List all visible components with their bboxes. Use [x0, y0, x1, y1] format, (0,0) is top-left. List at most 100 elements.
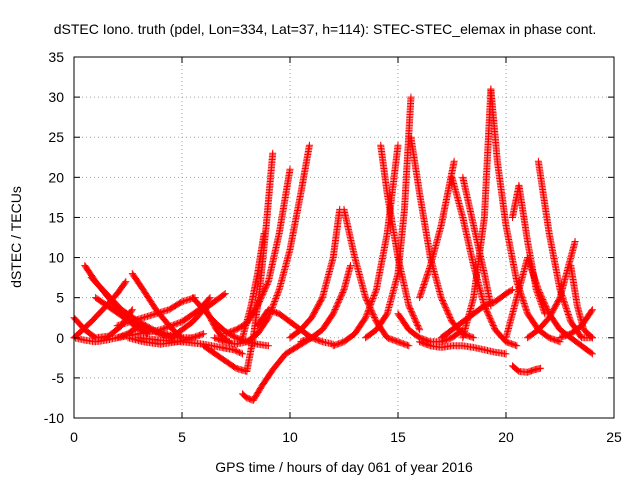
data-point-marker — [272, 293, 280, 301]
data-point-marker — [555, 337, 563, 345]
series — [238, 229, 268, 342]
data-point-marker — [233, 347, 241, 355]
series — [416, 338, 510, 358]
data-point-marker — [533, 287, 541, 295]
data-point-marker — [571, 238, 579, 246]
data-point-marker — [164, 323, 172, 331]
data-point-marker — [230, 346, 238, 354]
data-point-marker — [507, 286, 515, 294]
data-point-marker — [415, 324, 423, 332]
y-axis-label: dSTEC / TECUs — [8, 186, 24, 288]
data-point-marker — [260, 229, 268, 237]
x-tick-label: 5 — [178, 429, 186, 445]
data-point-marker — [161, 324, 169, 332]
data-point-marker — [172, 320, 180, 328]
data-point-marker — [236, 348, 244, 356]
data-point-marker — [394, 141, 402, 149]
y-tick-label: 15 — [48, 209, 64, 225]
data-point-marker — [416, 326, 424, 334]
data-point-marker — [533, 289, 541, 297]
data-point-marker — [587, 333, 595, 341]
data-point-marker — [362, 314, 370, 322]
data-point-marker — [165, 323, 173, 331]
data-point-marker — [159, 325, 167, 333]
data-point-marker — [205, 295, 213, 303]
data-point-marker — [318, 295, 326, 303]
data-point-marker — [169, 321, 177, 329]
data-point-marker — [168, 321, 176, 329]
data-point-marker — [370, 293, 378, 301]
y-tick-label: -5 — [52, 370, 65, 386]
data-point-marker — [135, 322, 143, 330]
data-point-marker — [221, 290, 229, 298]
data-point-marker — [122, 278, 130, 286]
data-point-marker — [588, 334, 596, 342]
data-point-marker — [372, 287, 380, 295]
chart-title: dSTEC Iono. truth (pdel, Lon=334, Lat=37… — [54, 21, 597, 37]
data-point-marker — [286, 165, 294, 173]
series — [508, 181, 549, 318]
data-point-marker — [540, 308, 548, 316]
data-point-marker — [366, 302, 374, 310]
series — [286, 205, 344, 342]
data-point-marker — [468, 333, 476, 341]
data-point-marker — [238, 350, 246, 358]
data-point-marker — [538, 301, 546, 309]
series — [113, 294, 199, 330]
y-tick-label: -10 — [44, 410, 64, 426]
data-point-marker — [537, 298, 545, 306]
data-point-marker — [363, 309, 371, 317]
y-tick-label: 5 — [56, 290, 64, 306]
data-point-marker — [363, 311, 371, 319]
x-tick-label: 20 — [498, 429, 514, 445]
series — [416, 157, 458, 302]
data-point-marker — [166, 322, 174, 330]
data-point-marker — [134, 323, 142, 331]
data-point-marker — [156, 326, 164, 334]
plot-frame — [73, 56, 615, 419]
data-point-marker — [534, 292, 542, 300]
data-point-marker — [273, 290, 281, 298]
y-tick-label: 10 — [48, 250, 64, 266]
data-point-marker — [220, 291, 228, 299]
series — [238, 334, 316, 404]
data-point-marker — [588, 307, 596, 315]
y-tick-label: 0 — [56, 330, 64, 346]
data-point-marker — [270, 300, 278, 308]
data-point-marker — [536, 296, 544, 304]
data-point-marker — [371, 289, 379, 297]
data-point-marker — [535, 295, 543, 303]
data-point-marker — [264, 279, 272, 287]
data-point-marker — [367, 299, 375, 307]
data-point-marker — [540, 307, 548, 315]
data-point-marker — [206, 294, 214, 302]
data-point-marker — [364, 308, 372, 316]
data-point-marker — [588, 306, 596, 314]
data-point-marker — [362, 312, 370, 320]
data-point-marker — [371, 290, 379, 298]
data-point-marker — [175, 319, 183, 327]
data-point-marker — [274, 289, 282, 297]
series — [508, 362, 545, 376]
data-point-marker — [264, 314, 272, 322]
data-point-marker — [535, 293, 543, 301]
data-point-marker — [269, 149, 277, 157]
data-point-marker — [407, 93, 415, 101]
data-points — [70, 85, 596, 404]
data-point-marker — [403, 341, 411, 349]
data-point-marker — [157, 330, 165, 338]
series — [329, 141, 402, 350]
data-point-marker — [368, 297, 376, 305]
data-point-marker — [121, 279, 129, 287]
series — [556, 306, 596, 342]
data-point-marker — [174, 319, 182, 327]
series — [135, 334, 246, 358]
data-point-marker — [365, 305, 373, 313]
data-point-marker — [305, 141, 313, 149]
data-point-marker — [555, 295, 563, 303]
data-point-marker — [275, 287, 283, 295]
data-point-marker — [538, 302, 546, 310]
data-point-marker — [588, 350, 596, 358]
data-point-marker — [159, 331, 167, 339]
x-tick-label: 15 — [390, 429, 406, 445]
